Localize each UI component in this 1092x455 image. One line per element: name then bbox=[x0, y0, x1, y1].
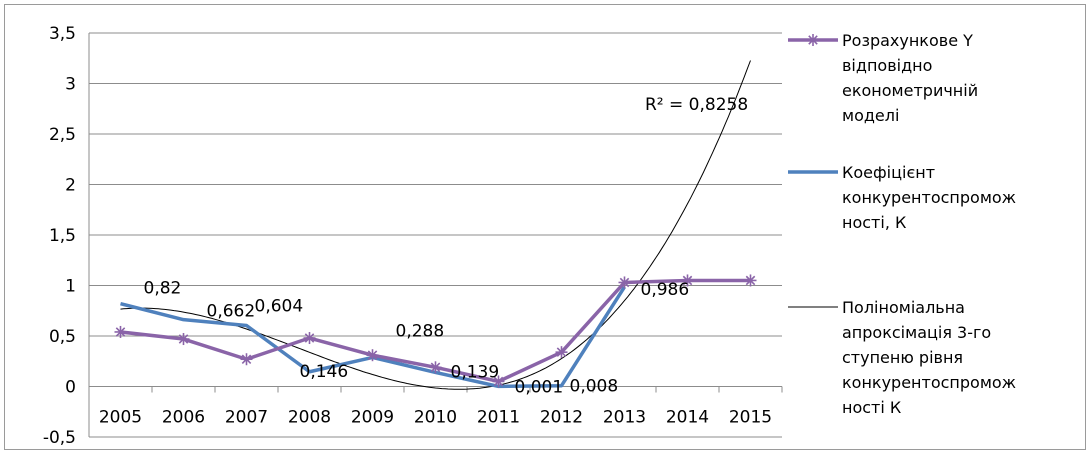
y-axis: 3,5 3 2,5 2 1,5 1 0,5 0 -0,5 bbox=[43, 24, 90, 448]
data-label: 0,82 bbox=[144, 279, 182, 299]
data-label: 0,001 bbox=[515, 377, 564, 397]
series-calculated bbox=[114, 274, 757, 388]
legend-label: відповідно bbox=[842, 56, 932, 75]
asterisk-stroke bbox=[619, 277, 630, 288]
data-label: 0,139 bbox=[451, 362, 500, 382]
x-tick-label: 2013 bbox=[603, 408, 646, 428]
asterisk-stroke bbox=[367, 350, 378, 360]
x-tick-label: 2009 bbox=[351, 408, 394, 428]
legend-item-poly: Поліноміальна апроксімація 3-го ступеню рі… bbox=[788, 298, 1016, 417]
asterisk-marker bbox=[744, 274, 757, 287]
data-label: 0,146 bbox=[300, 362, 349, 382]
legend-label: Розрахункове Y bbox=[842, 31, 973, 50]
coefficient-line bbox=[120, 285, 626, 389]
asterisk-marker bbox=[555, 346, 568, 359]
asterisk-marker bbox=[681, 274, 694, 287]
asterisk-stroke bbox=[178, 334, 189, 344]
legend-item-calc: Розрахункове Y відповідно економетричній мо… bbox=[788, 31, 978, 125]
asterisk-stroke bbox=[304, 333, 315, 343]
asterisk-stroke bbox=[556, 347, 567, 357]
y-tick-label: 0 bbox=[65, 378, 76, 398]
y-tick-label: 2 bbox=[65, 176, 76, 196]
chart-frame bbox=[4, 4, 1086, 450]
legend-label: Коефіцієнт bbox=[842, 163, 935, 182]
asterisk-stroke bbox=[682, 275, 693, 286]
x-tick-label: 2007 bbox=[225, 408, 268, 428]
asterisk-marker bbox=[177, 333, 190, 346]
x-tick-label: 2010 bbox=[414, 408, 457, 428]
legend-label: ності К bbox=[842, 398, 902, 417]
y-tick-label: 1,5 bbox=[49, 226, 76, 246]
legend-item-coef: Коефіцієнт конкурентоспромож ності, К bbox=[788, 163, 1016, 232]
data-label: 0,662 bbox=[207, 302, 256, 322]
asterisk-marker bbox=[366, 349, 379, 362]
legend-label: моделі bbox=[842, 106, 899, 125]
legend-label: ступеню рівня bbox=[842, 348, 963, 367]
y-tick-label: 3,5 bbox=[49, 24, 76, 44]
asterisk-marker bbox=[114, 325, 127, 338]
data-label: 0,288 bbox=[396, 321, 445, 341]
x-tick-label: 2014 bbox=[666, 408, 709, 428]
asterisk-stroke bbox=[493, 376, 504, 387]
y-tick-label: 2,5 bbox=[49, 125, 76, 145]
legend-label: ності, К bbox=[842, 213, 907, 232]
gridlines bbox=[89, 32, 782, 438]
x-tick-label: 2005 bbox=[99, 408, 142, 428]
x-tick-label: 2015 bbox=[729, 408, 772, 428]
asterisk-marker bbox=[618, 276, 631, 289]
x-axis: 2005 2006 2007 2008 2009 2010 2011 2012 2013 2014… bbox=[88, 386, 783, 428]
x-tick-label: 2012 bbox=[540, 408, 583, 428]
asterisk-marker bbox=[492, 375, 505, 388]
legend-label: конкурентоспромож bbox=[842, 373, 1016, 392]
y-tick-label: -0,5 bbox=[43, 428, 76, 448]
series-coefficient bbox=[120, 285, 626, 389]
legend-label: Поліноміальна bbox=[842, 298, 965, 317]
asterisk-stroke bbox=[430, 362, 441, 373]
asterisk-stroke bbox=[745, 275, 756, 286]
asterisk-stroke bbox=[808, 35, 818, 45]
x-tick-label: 2008 bbox=[288, 408, 331, 428]
asterisk-marker bbox=[429, 361, 442, 374]
x-tick-label: 2006 bbox=[162, 408, 205, 428]
data-label: 0,986 bbox=[641, 280, 690, 300]
y-tick-label: 1 bbox=[65, 277, 76, 297]
legend-label: економетричній bbox=[842, 81, 978, 100]
asterisk-marker bbox=[303, 332, 316, 345]
asterisk-stroke bbox=[241, 354, 252, 364]
r-squared-annotation: R² = 0,8258 bbox=[645, 95, 748, 115]
asterisk-stroke bbox=[115, 327, 126, 337]
data-labels: R² = 0,8258 0,82 0,662 0,604 0,146 0,288 0,139… bbox=[144, 95, 749, 397]
data-label: 0,008 bbox=[570, 377, 619, 397]
legend: Розрахункове Y відповідно економетричній мо… bbox=[788, 31, 1016, 417]
legend-label: апроксімація 3-го bbox=[842, 323, 991, 342]
asterisk-marker bbox=[240, 353, 253, 366]
data-label: 0,604 bbox=[255, 296, 304, 316]
asterisk-marker bbox=[807, 34, 819, 46]
y-tick-label: 0,5 bbox=[49, 327, 76, 347]
legend-label: конкурентоспромож bbox=[842, 188, 1016, 207]
x-tick-label: 2011 bbox=[477, 408, 520, 428]
y-tick-label: 3 bbox=[65, 75, 76, 95]
